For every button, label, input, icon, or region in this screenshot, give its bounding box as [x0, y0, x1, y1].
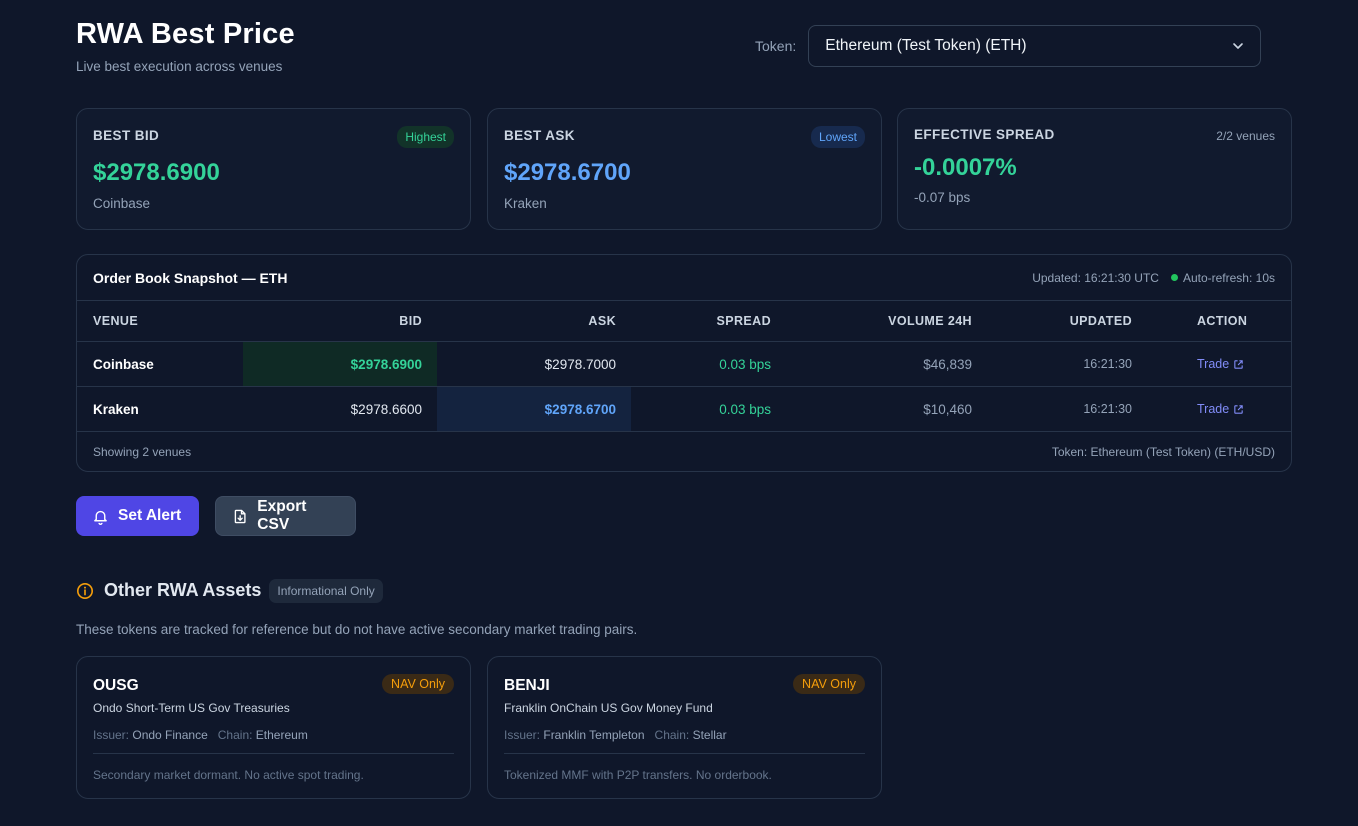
- order-book-title: Order Book Snapshot — ETH: [93, 269, 288, 286]
- asset-name: Ondo Short-Term US Gov Treasuries: [93, 701, 290, 715]
- asset-note: Secondary market dormant. No active spot…: [93, 768, 364, 782]
- bid-cell-best: $2978.6900: [243, 342, 437, 386]
- table-row: Coinbase $2978.6900 $2978.7000 0.03 bps …: [77, 342, 1291, 387]
- file-download-icon: [234, 509, 246, 523]
- col-updated[interactable]: UPDATED: [1069, 314, 1132, 328]
- other-assets-header: Other RWA Assets Informational Only: [76, 578, 383, 603]
- asset-symbol: BENJI: [504, 677, 550, 694]
- asset-card-ousg: OUSG NAV Only Ondo Short-Term US Gov Tre…: [76, 656, 471, 799]
- action-cell: Trade: [1197, 342, 1287, 386]
- other-assets-description: These tokens are tracked for reference b…: [76, 622, 638, 637]
- asset-card-benji: BENJI NAV Only Franklin OnChain US Gov M…: [487, 656, 882, 799]
- asset-symbol: OUSG: [93, 677, 139, 694]
- action-buttons: Set Alert Export CSV: [76, 496, 356, 536]
- live-dot-icon: [1170, 274, 1178, 281]
- order-book-header: Order Book Snapshot — ETH Updated: 16:21…: [77, 255, 1291, 301]
- other-assets-title: Other RWA Assets: [104, 580, 262, 600]
- trade-link-coinbase[interactable]: Trade: [1197, 357, 1244, 371]
- venue-cell: Coinbase: [93, 356, 154, 372]
- page-subtitle: Live best execution across venues: [76, 59, 283, 74]
- best-bid-venue: Coinbase: [93, 196, 151, 211]
- issuer-label: Issuer:: [504, 728, 541, 742]
- asset-meta: Issuer: Franklin Templeton Chain: Stella…: [504, 728, 865, 754]
- asset-note: Tokenized MMF with P2P transfers. No ord…: [504, 768, 772, 782]
- table-row: Kraken $2978.6600 $2978.6700 0.03 bps $1…: [77, 387, 1291, 432]
- effective-spread-label: EFFECTIVE SPREAD: [914, 127, 1055, 142]
- updated-cell: 16:21:30: [1083, 357, 1132, 371]
- lowest-badge: Lowest: [810, 126, 865, 148]
- col-volume[interactable]: VOLUME 24H: [888, 314, 972, 328]
- ask-cell: $2978.7000: [544, 356, 616, 372]
- token-pair-info: Token: Ethereum (Test Token) (ETH/USD): [1051, 445, 1275, 459]
- header: RWA Best Price Live best execution acros…: [76, 18, 1292, 78]
- order-book-footer: Showing 2 venues Token: Ethereum (Test T…: [77, 432, 1291, 471]
- spread-cell: 0.03 bps: [719, 401, 771, 417]
- venues-count: 2/2 venues: [1216, 129, 1275, 143]
- issuer-value: Franklin Templeton: [543, 728, 645, 742]
- action-cell: Trade: [1197, 387, 1287, 431]
- spread-cell: 0.03 bps: [719, 356, 771, 372]
- best-ask-value: $2978.6700: [504, 159, 631, 186]
- best-ask-card: BEST ASK Lowest $2978.6700 Kraken: [487, 108, 882, 230]
- stat-cards: BEST BID Highest $2978.6900 Coinbase BES…: [76, 108, 1292, 230]
- set-alert-button[interactable]: Set Alert: [76, 496, 199, 536]
- order-book-panel: Order Book Snapshot — ETH Updated: 16:21…: [76, 254, 1292, 472]
- token-select[interactable]: Ethereum (Test Token) (ETH): [808, 25, 1262, 67]
- volume-cell: $10,460: [923, 401, 972, 417]
- best-bid-value: $2978.6900: [93, 159, 220, 186]
- ask-cell-best: $2978.6700: [437, 387, 631, 431]
- bell-icon: [94, 510, 107, 525]
- effective-spread-card: EFFECTIVE SPREAD 2/2 venues -0.0007% -0.…: [897, 108, 1292, 230]
- external-link-icon: [1234, 404, 1243, 414]
- issuer-value: Ondo Finance: [132, 728, 208, 742]
- auto-refresh: Auto-refresh: 10s: [1182, 270, 1275, 285]
- col-ask[interactable]: ASK: [588, 314, 616, 328]
- informational-badge: Informational Only: [269, 578, 383, 603]
- page-title: RWA Best Price: [76, 18, 295, 50]
- asset-meta: Issuer: Ondo Finance Chain: Ethereum: [93, 728, 454, 754]
- issuer-label: Issuer:: [93, 728, 130, 742]
- best-bid-label: BEST BID: [93, 128, 160, 143]
- asset-name: Franklin OnChain US Gov Money Fund: [504, 701, 713, 715]
- col-spread[interactable]: SPREAD: [716, 314, 771, 328]
- effective-spread-value: -0.0007%: [914, 154, 1017, 181]
- nav-only-badge: NAV Only: [793, 674, 865, 694]
- nav-only-badge: NAV Only: [382, 674, 454, 694]
- venues-showing: Showing 2 venues: [93, 445, 192, 459]
- updated-time: Updated: 16:21:30 UTC: [1032, 270, 1159, 285]
- chain-value: Stellar: [692, 728, 727, 742]
- order-book-meta: Updated: 16:21:30 UTC Auto-refresh: 10s: [1032, 271, 1275, 285]
- trade-link-label: Trade: [1197, 357, 1230, 371]
- col-venue[interactable]: VENUE: [93, 314, 139, 328]
- highest-badge: Highest: [397, 126, 454, 148]
- info-icon: [76, 582, 94, 599]
- col-action: ACTION: [1197, 314, 1248, 328]
- volume-cell: $46,839: [923, 356, 972, 372]
- external-link-icon: [1234, 359, 1243, 369]
- token-select-value: Ethereum (Test Token) (ETH): [825, 37, 1027, 54]
- token-picker: Token: Ethereum (Test Token) (ETH): [755, 25, 1262, 67]
- chain-value: Ethereum: [255, 728, 308, 742]
- bid-cell: $2978.6600: [350, 401, 422, 417]
- best-ask-label: BEST ASK: [504, 128, 575, 143]
- trade-link-kraken[interactable]: Trade: [1197, 402, 1244, 416]
- trade-link-label: Trade: [1197, 402, 1230, 416]
- table-header-row: VENUE BID ASK SPREAD VOLUME 24H UPDATED …: [77, 301, 1291, 342]
- export-csv-button[interactable]: Export CSV: [215, 496, 356, 536]
- best-ask-venue: Kraken: [504, 196, 547, 211]
- chevron-down-icon: [1233, 43, 1244, 49]
- token-label: Token:: [755, 38, 797, 54]
- updated-cell: 16:21:30: [1083, 402, 1132, 416]
- chain-label: Chain:: [654, 728, 690, 742]
- venue-cell: Kraken: [93, 401, 139, 417]
- set-alert-label: Set Alert: [118, 507, 182, 524]
- chain-label: Chain:: [217, 728, 253, 742]
- effective-spread-bps: -0.07 bps: [914, 190, 971, 205]
- best-bid-card: BEST BID Highest $2978.6900 Coinbase: [76, 108, 471, 230]
- col-bid[interactable]: BID: [399, 314, 422, 328]
- export-csv-label: Export CSV: [257, 498, 307, 533]
